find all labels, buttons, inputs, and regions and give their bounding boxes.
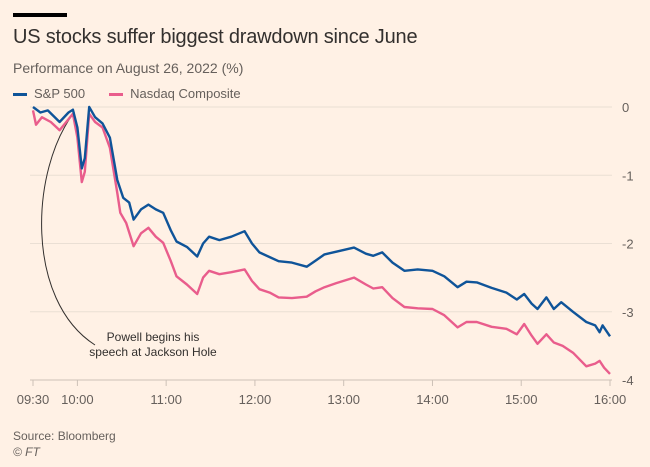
legend-label: S&P 500: [34, 86, 86, 101]
chart-title: US stocks suffer biggest drawdown since …: [13, 26, 418, 48]
y-tick-label: -1: [622, 168, 634, 183]
x-tick-label: 12:00: [239, 392, 272, 407]
y-tick-label: -3: [622, 305, 634, 320]
x-tick-label: 10:00: [61, 392, 94, 407]
source-note: Source: Bloomberg: [13, 429, 116, 443]
header-bar: [13, 13, 67, 17]
annotation-text: speech at Jackson Hole: [89, 345, 217, 359]
legend-label: Nasdaq Composite: [130, 86, 241, 101]
legend-item-sp500: S&P 500: [13, 86, 85, 101]
y-tick-label: -2: [622, 237, 634, 252]
y-tick-label: 0: [622, 100, 629, 115]
legend-item-nasdaq: Nasdaq Composite: [109, 86, 241, 101]
x-tick-label: 15:00: [505, 392, 538, 407]
legend: S&P 500 Nasdaq Composite: [13, 86, 241, 101]
chart-subtitle: Performance on August 26, 2022 (%): [13, 60, 244, 76]
annotation-leader-line: [41, 111, 96, 346]
legend-swatch: [13, 93, 27, 97]
x-tick-label: 13:00: [327, 392, 360, 407]
series-line-sp500: [32, 105, 611, 337]
x-tick-label: 11:00: [150, 392, 182, 407]
ft-credit: © FT: [13, 445, 40, 459]
y-tick-label: -4: [622, 373, 634, 388]
annotation-text: Powell begins his: [107, 330, 200, 344]
legend-swatch: [109, 93, 124, 97]
x-tick-label: 09:30: [17, 392, 50, 407]
x-tick-label: 14:00: [416, 392, 449, 407]
x-tick-label: 16:00: [594, 392, 627, 407]
series-line-nasdaq: [31, 110, 611, 375]
